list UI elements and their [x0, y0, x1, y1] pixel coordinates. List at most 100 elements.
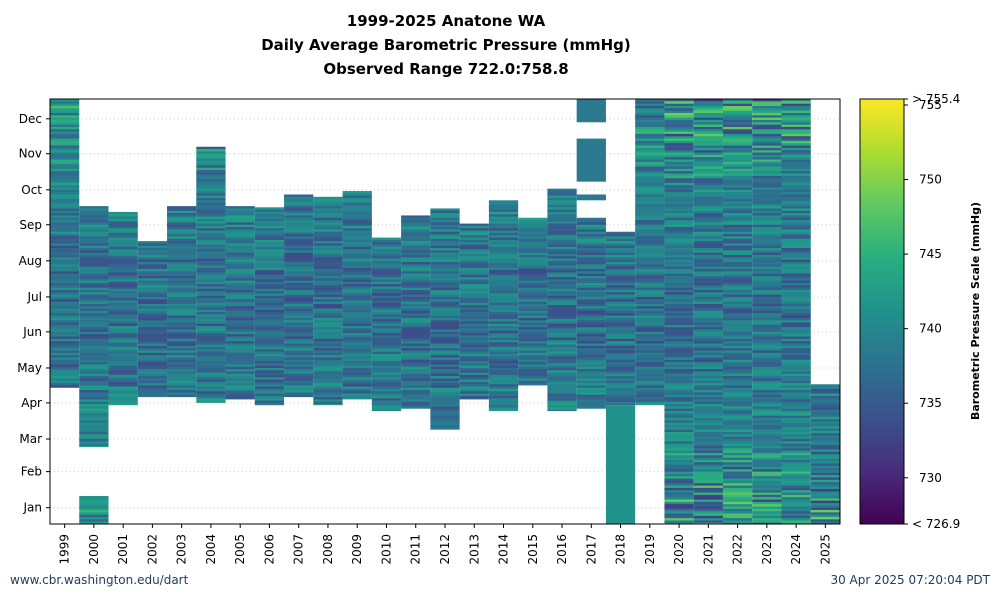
- cell-day: [605, 241, 636, 244]
- cell-day: [401, 234, 431, 237]
- cell-day: [79, 294, 109, 298]
- cell-day: [284, 264, 314, 268]
- cell-day: [664, 282, 694, 286]
- cell-day: [664, 336, 694, 340]
- cell-day: [576, 336, 606, 340]
- cell-day: [576, 350, 606, 354]
- cell-day: [752, 359, 782, 363]
- cell-day: [488, 356, 519, 360]
- cell-day: [196, 267, 226, 271]
- cell-day: [518, 376, 548, 379]
- cell-day: [79, 248, 109, 251]
- cell-day: [371, 365, 402, 369]
- cell-day: [196, 388, 226, 392]
- cell-day: [752, 480, 782, 484]
- cell-day: [284, 338, 314, 342]
- cell-day: [693, 522, 723, 524]
- cell-day: [781, 485, 811, 489]
- cell-day: [664, 269, 694, 272]
- cell-day: [635, 112, 665, 116]
- cell-day: [79, 397, 109, 400]
- cell-day: [108, 307, 138, 311]
- cell-day: [196, 400, 226, 403]
- cell-day: [722, 175, 753, 179]
- cell-day: [342, 314, 372, 318]
- cell-day: [752, 518, 782, 521]
- cell-day: [664, 352, 694, 356]
- cell-day: [79, 406, 109, 410]
- cell-day: [225, 255, 255, 258]
- cell-day: [722, 448, 753, 452]
- cell-day: [664, 387, 694, 391]
- cell-day: [225, 315, 255, 319]
- cell-day: [576, 394, 606, 398]
- cell-day: [342, 393, 372, 397]
- cell-day: [693, 322, 723, 326]
- cell-day: [722, 185, 753, 188]
- cell-day: [547, 188, 577, 192]
- cell-day: [635, 119, 665, 123]
- cell-day: [576, 306, 606, 309]
- cell-day: [284, 248, 314, 251]
- cell-day: [693, 271, 723, 275]
- cell-day: [459, 265, 489, 269]
- cell-day: [781, 399, 811, 403]
- cell-day: [722, 452, 753, 456]
- cell-day: [196, 342, 226, 346]
- cell-day: [693, 315, 723, 319]
- cell-day: [254, 367, 285, 371]
- cell-day: [810, 402, 840, 406]
- cell-day: [518, 245, 548, 249]
- cell-day: [752, 213, 782, 216]
- cell-day: [284, 392, 314, 396]
- cell-day: [635, 143, 665, 146]
- cell-day: [664, 192, 694, 195]
- cell-day: [722, 217, 753, 221]
- colorbar: [859, 98, 905, 525]
- cell-day: [664, 411, 694, 414]
- cell-day: [693, 185, 723, 188]
- cell-day: [430, 271, 460, 275]
- cell-day: [547, 230, 577, 234]
- cell-day: [167, 369, 197, 372]
- cell-day: [371, 267, 402, 271]
- cell-day: [722, 341, 753, 344]
- cell-day: [605, 257, 636, 261]
- cell-day: [196, 349, 226, 353]
- cell-day: [284, 315, 314, 319]
- cell-day: [752, 289, 782, 293]
- cell-day: [79, 289, 109, 293]
- cell-day: [313, 199, 343, 202]
- cell-day: [752, 415, 782, 419]
- cell-day: [284, 196, 314, 200]
- cell-day: [781, 266, 811, 270]
- cell-day: [108, 393, 138, 397]
- cell-day: [225, 238, 255, 242]
- cell-day: [108, 228, 138, 231]
- cell-day: [547, 256, 577, 259]
- cell-day: [79, 287, 109, 291]
- cell-day: [635, 105, 665, 109]
- cell-day: [605, 248, 636, 251]
- cell-day: [284, 378, 314, 382]
- cell-day: [781, 203, 811, 207]
- cell-day: [576, 220, 606, 223]
- cell-day: [401, 266, 431, 270]
- cell-day: [693, 429, 723, 433]
- cell-day: [664, 397, 694, 400]
- cell-day: [722, 222, 753, 226]
- cell-day: [50, 126, 80, 130]
- cell-day: [459, 312, 489, 315]
- cell-day: [430, 296, 460, 300]
- cell-day: [722, 345, 753, 349]
- cell-day: [781, 138, 811, 142]
- cell-day: [605, 341, 636, 344]
- cell-day: [225, 224, 255, 228]
- cell-day: [781, 231, 811, 235]
- cell-day: [79, 432, 109, 435]
- cell-day: [547, 351, 577, 355]
- cell-day: [371, 319, 402, 322]
- cell-day: [576, 231, 606, 235]
- cell-day: [722, 508, 753, 512]
